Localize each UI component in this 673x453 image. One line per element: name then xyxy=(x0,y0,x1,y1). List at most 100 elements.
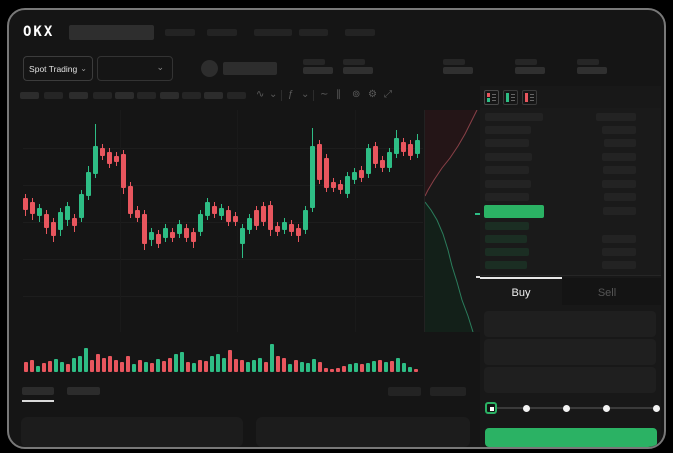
candle-body xyxy=(128,186,133,214)
candle-body xyxy=(324,158,329,188)
volume-bar xyxy=(228,350,232,372)
ask-amount-placeholder[interactable] xyxy=(604,139,636,147)
bid-price-placeholder[interactable] xyxy=(485,261,527,269)
ticker-label-placeholder xyxy=(343,59,365,65)
bottom-button-placeholder[interactable] xyxy=(430,387,466,396)
order-input-placeholder[interactable] xyxy=(484,367,656,393)
ask-price-placeholder[interactable] xyxy=(485,153,532,161)
orderbook-body-bg xyxy=(480,108,661,275)
candle-body xyxy=(79,194,84,218)
bid-price-placeholder[interactable] xyxy=(485,248,529,256)
timeframe-button[interactable] xyxy=(227,92,246,99)
slider-stop-dot[interactable] xyxy=(523,405,530,412)
volume-bar xyxy=(42,363,46,372)
volume-bar xyxy=(336,368,340,372)
candle-body xyxy=(303,210,308,230)
candle-body xyxy=(282,222,287,230)
ask-amount-placeholder[interactable] xyxy=(603,166,636,174)
order-input-placeholder[interactable] xyxy=(484,311,656,337)
timeframe-button[interactable] xyxy=(182,92,201,99)
market-type-selector[interactable]: Spot Trading ⌄ xyxy=(23,56,93,81)
candle-body xyxy=(408,144,413,156)
timeframe-button[interactable] xyxy=(69,92,88,99)
volume-bar xyxy=(276,356,280,372)
bid-amount-placeholder[interactable] xyxy=(602,235,636,243)
timeframe-button[interactable] xyxy=(20,92,39,99)
indicators-icon[interactable]: ƒ xyxy=(288,89,294,100)
candle-body xyxy=(107,152,112,164)
book-asks-icon[interactable] xyxy=(522,90,537,105)
candle-body xyxy=(415,140,420,154)
timeframe-button[interactable] xyxy=(137,92,156,99)
volume-bar xyxy=(90,360,94,372)
chevron-down-icon: ⌄ xyxy=(156,62,164,72)
timeframe-button[interactable] xyxy=(44,92,63,99)
slider-handle[interactable] xyxy=(485,402,497,414)
volume-bar xyxy=(348,364,352,372)
gridline xyxy=(355,110,356,332)
order-input-placeholder[interactable] xyxy=(484,339,656,365)
volume-bar xyxy=(240,360,244,372)
volume-bar xyxy=(288,364,292,372)
last-price-bar[interactable] xyxy=(484,205,544,218)
volume-bar xyxy=(342,366,346,372)
ask-price-placeholder[interactable] xyxy=(485,193,529,201)
snapshot-icon[interactable]: ⊚ xyxy=(352,89,361,100)
ask-amount-placeholder[interactable] xyxy=(602,180,636,188)
bid-price-placeholder[interactable] xyxy=(485,222,529,230)
slider-stop-dot[interactable] xyxy=(653,405,660,412)
bottom-button-placeholder[interactable] xyxy=(388,387,421,396)
fullscreen-icon[interactable]: ⤢ xyxy=(384,89,392,100)
book-both-icon[interactable] xyxy=(484,90,499,105)
ask-price-placeholder[interactable] xyxy=(485,166,529,174)
nav-item-placeholder[interactable] xyxy=(165,29,195,36)
volume-bar xyxy=(408,367,412,372)
timeframe-button[interactable] xyxy=(93,92,112,99)
settings-icon[interactable]: ⚙ xyxy=(368,89,377,100)
ask-amount-placeholder[interactable] xyxy=(604,193,636,201)
ask-price-placeholder[interactable] xyxy=(485,126,531,134)
compare-icon[interactable]: ∥ xyxy=(336,89,341,100)
slider-stop-dot[interactable] xyxy=(603,405,610,412)
candle-body xyxy=(352,172,357,180)
candle-body xyxy=(114,156,119,162)
amount-slider[interactable] xyxy=(490,407,656,409)
volume-bar xyxy=(162,361,166,372)
ask-price-placeholder[interactable] xyxy=(485,139,529,147)
volume-bar xyxy=(378,360,382,372)
ask-amount-placeholder[interactable] xyxy=(602,126,636,134)
volume-bar xyxy=(246,362,250,372)
pair-selector[interactable]: ⌄ xyxy=(97,56,173,81)
bid-amount-placeholder[interactable] xyxy=(602,261,636,269)
okx-logo[interactable]: OKX xyxy=(23,24,55,40)
chart-style-icon[interactable]: ∿ xyxy=(256,89,265,100)
bottom-tab-placeholder[interactable] xyxy=(22,387,54,395)
chevron-down-icon[interactable]: ⌄ xyxy=(269,89,278,100)
ticker-label-placeholder xyxy=(443,59,465,65)
slider-stop-dot[interactable] xyxy=(563,405,570,412)
book-bids-icon[interactable] xyxy=(503,90,518,105)
nav-item-placeholder[interactable] xyxy=(207,29,237,36)
nav-item-placeholder[interactable] xyxy=(254,29,292,36)
volume-bar xyxy=(414,369,418,372)
candle-body xyxy=(184,228,189,238)
nav-item-placeholder[interactable] xyxy=(299,29,328,36)
volume-bar xyxy=(144,362,148,372)
tab-sell[interactable]: Sell xyxy=(597,287,617,299)
ask-amount-placeholder[interactable] xyxy=(602,153,636,161)
timeframe-button[interactable] xyxy=(115,92,134,99)
nav-item-placeholder[interactable] xyxy=(345,29,375,36)
chevron-down-icon[interactable]: ⌄ xyxy=(301,89,310,100)
bid-price-placeholder[interactable] xyxy=(485,235,527,243)
gridline xyxy=(120,110,121,332)
candle-body xyxy=(254,210,259,226)
search-input[interactable] xyxy=(69,25,154,40)
ask-price-placeholder[interactable] xyxy=(485,180,531,188)
tab-buy[interactable]: Buy xyxy=(511,287,531,299)
bid-amount-placeholder[interactable] xyxy=(602,248,636,256)
timeframe-button[interactable] xyxy=(204,92,223,99)
trendline-icon[interactable]: ∼ xyxy=(320,89,329,100)
timeframe-button[interactable] xyxy=(160,92,179,99)
buy-submit-button[interactable] xyxy=(485,428,657,447)
bottom-tab-placeholder[interactable] xyxy=(67,387,100,395)
